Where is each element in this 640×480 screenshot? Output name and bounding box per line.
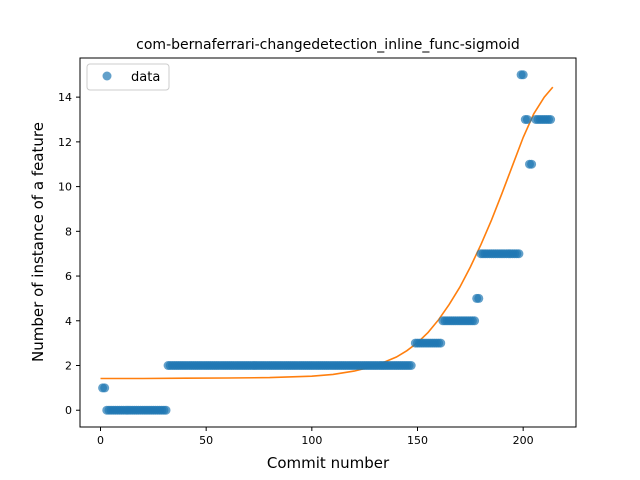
y-tick-label: 4 <box>65 315 72 328</box>
y-tick-label: 12 <box>58 136 72 149</box>
y-tick-label: 6 <box>65 270 72 283</box>
y-tick-label: 14 <box>58 91 72 104</box>
x-tick-label: 100 <box>301 434 322 447</box>
fit-line-layer <box>100 86 554 380</box>
legend-marker <box>102 71 112 81</box>
legend: data <box>86 63 170 91</box>
data-point <box>474 293 484 303</box>
x-tick-label: 0 <box>97 434 104 447</box>
x-tick-label: 200 <box>513 434 534 447</box>
data-point <box>522 115 532 124</box>
data-point <box>546 115 556 124</box>
data-points-layer <box>98 70 556 415</box>
y-axis-label: Number of instance of a feature <box>29 122 47 362</box>
x-tick-label: 150 <box>407 434 428 447</box>
data-point <box>514 249 524 259</box>
data-point <box>527 159 537 169</box>
x-axis: 0 50 100 150 200 <box>97 427 534 447</box>
fit-line <box>100 86 554 380</box>
y-tick-label: 10 <box>58 181 72 194</box>
plot-frame <box>79 57 577 428</box>
legend-label: data <box>131 70 160 85</box>
plot-area <box>80 58 576 427</box>
data-point <box>161 405 171 415</box>
y-tick-label: 2 <box>65 360 72 373</box>
data-point <box>100 383 110 393</box>
x-tick-label: 50 <box>199 434 213 447</box>
chart-title: com-bernaferrari-changedetection_inline_… <box>136 37 520 53</box>
y-axis: 0 2 4 6 8 10 12 14 <box>58 91 80 417</box>
x-axis-label: Commit number <box>267 454 390 472</box>
y-tick-label: 0 <box>65 404 72 417</box>
data-point <box>436 338 446 348</box>
data-point <box>406 361 416 370</box>
data-point <box>518 70 528 80</box>
data-point <box>470 316 480 326</box>
legend-box <box>86 63 170 91</box>
y-tick-label: 8 <box>65 225 72 238</box>
